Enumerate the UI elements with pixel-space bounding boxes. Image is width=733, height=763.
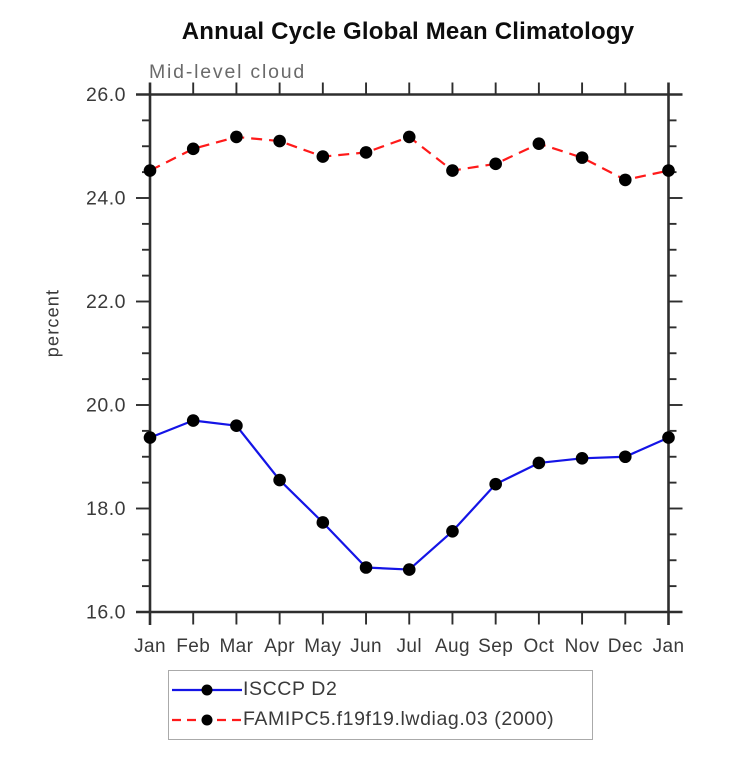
legend-item-isccp: ISCCP D2	[171, 679, 592, 701]
legend-line-sample-solid	[172, 684, 242, 696]
svg-text:Apr: Apr	[264, 636, 295, 657]
legend-item-famipc5: FAMIPC5.f19f19.lwdiag.03 (2000)	[171, 709, 592, 731]
svg-text:Oct: Oct	[523, 636, 554, 657]
legend-label-famipc5: FAMIPC5.f19f19.lwdiag.03 (2000)	[243, 708, 555, 731]
svg-text:18.0: 18.0	[86, 498, 126, 520]
chart-subtitle: Mid-level cloud	[149, 61, 307, 83]
svg-text:Aug: Aug	[435, 636, 470, 657]
legend-line-sample-dashed	[172, 714, 242, 726]
svg-text:22.0: 22.0	[86, 291, 126, 313]
svg-text:20.0: 20.0	[86, 395, 126, 417]
svg-text:Nov: Nov	[565, 636, 600, 657]
svg-text:Dec: Dec	[608, 636, 643, 657]
legend-box: ISCCP D2 FAMIPC5.f19f19.lwdiag.03 (2000)	[168, 670, 593, 740]
svg-text:Jan: Jan	[134, 636, 166, 657]
chart-title: Annual Cycle Global Mean Climatology	[181, 18, 635, 45]
svg-text:Jan: Jan	[653, 636, 685, 657]
svg-text:Sep: Sep	[478, 636, 513, 657]
legend-label-isccp: ISCCP D2	[243, 678, 338, 701]
svg-text:Jun: Jun	[350, 636, 382, 657]
svg-text:Jul: Jul	[397, 636, 423, 657]
svg-text:May: May	[304, 636, 341, 657]
svg-text:16.0: 16.0	[86, 602, 126, 624]
svg-text:Feb: Feb	[176, 636, 210, 657]
svg-text:26.0: 26.0	[86, 84, 126, 106]
svg-text:Mar: Mar	[219, 636, 253, 657]
svg-text:24.0: 24.0	[86, 188, 126, 210]
